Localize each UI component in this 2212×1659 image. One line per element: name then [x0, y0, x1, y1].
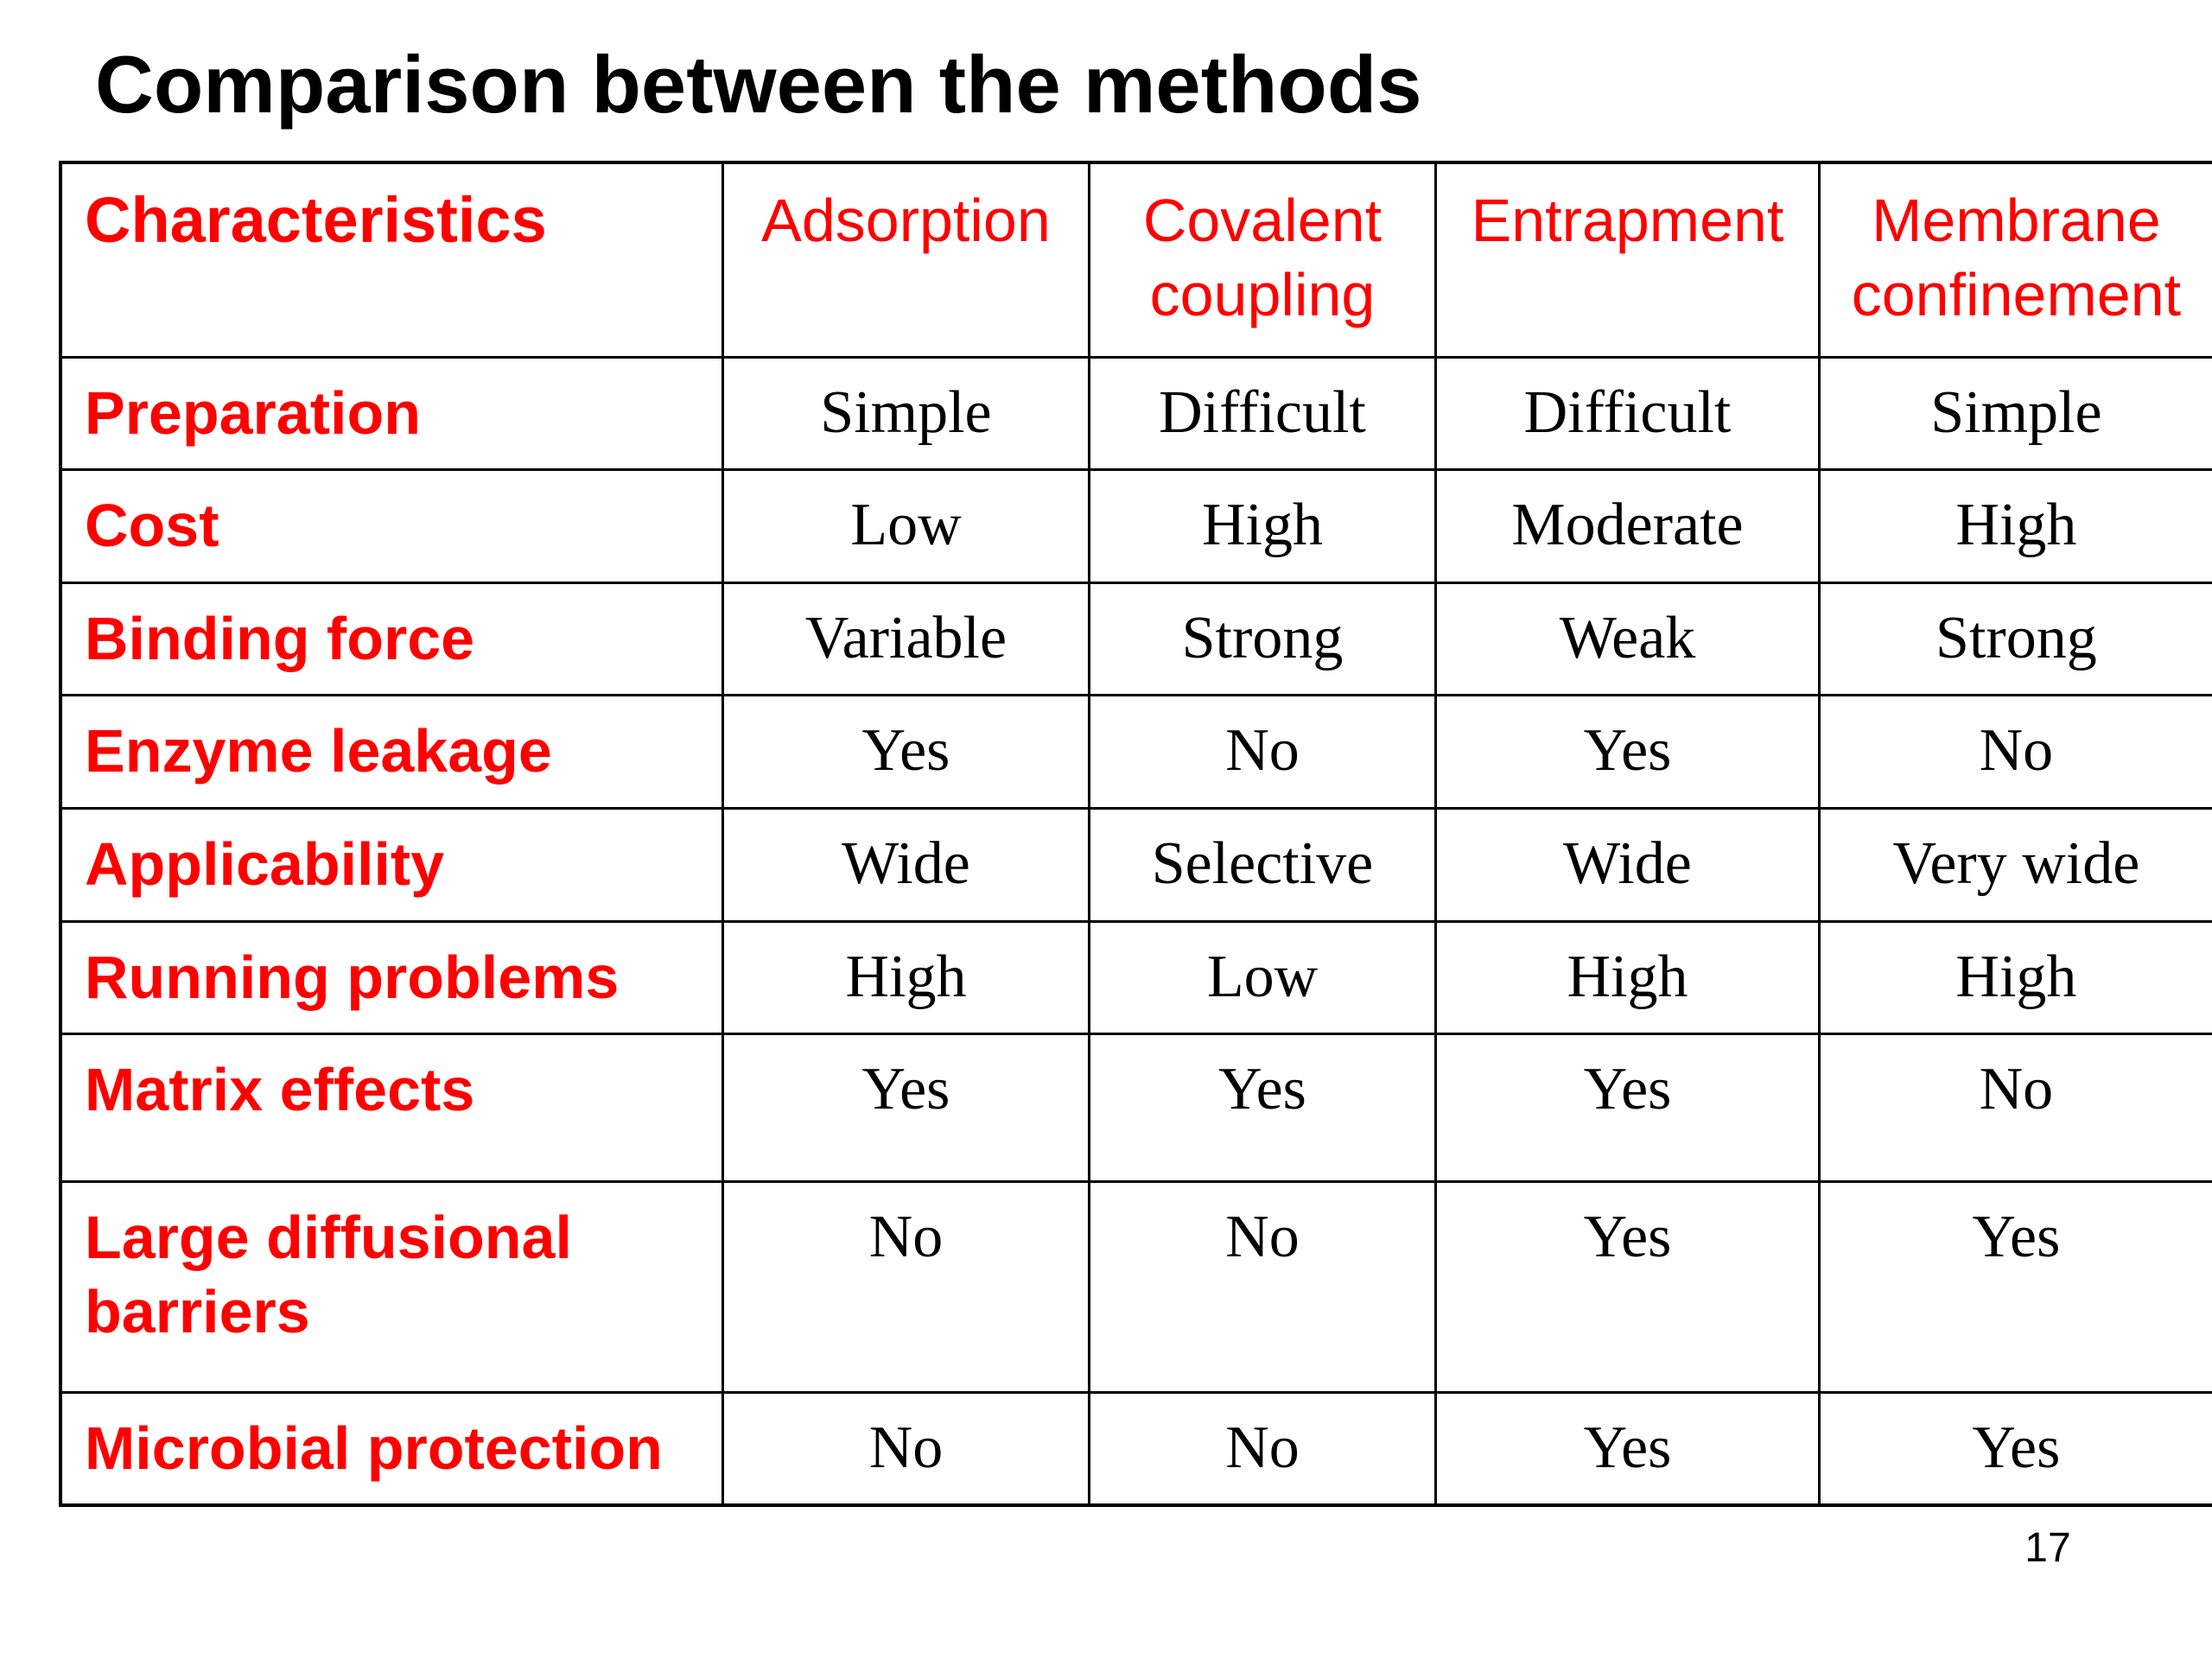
- table-cell: Difficult: [1434, 355, 1821, 471]
- comparison-table: Characteristics Adsorption Covalent coup…: [59, 161, 2212, 1507]
- table-cell: Weak: [1434, 581, 1821, 696]
- table-cell: No: [1817, 1032, 2212, 1183]
- table-header-row: Characteristics Adsorption Covalent coup…: [59, 161, 2212, 359]
- row-label-preparation: Preparation: [59, 355, 725, 471]
- table-cell: High: [1817, 919, 2212, 1035]
- table-cell: Low: [1087, 919, 1438, 1035]
- table-cell: High: [1434, 919, 1821, 1035]
- table-row: Applicability Wide Selective Wide Very w…: [59, 806, 2212, 923]
- row-label-applicability: Applicability: [59, 806, 725, 923]
- table-cell: Yes: [1087, 1032, 1438, 1183]
- table-cell: High: [721, 919, 1090, 1035]
- table-cell: No: [1817, 693, 2212, 810]
- table-cell: No: [1087, 1390, 1438, 1507]
- table-cell: Strong: [1817, 581, 2212, 696]
- header-covalent-coupling: Covalent coupling: [1087, 161, 1438, 359]
- table-cell: No: [1087, 693, 1438, 810]
- table-row: Running problems High Low High High: [59, 919, 2212, 1035]
- table-cell: Wide: [1434, 806, 1821, 923]
- table-cell: Yes: [1434, 693, 1821, 810]
- header-entrapment: Entrapment: [1434, 161, 1821, 359]
- table-cell: Difficult: [1087, 355, 1438, 471]
- table-row: Cost Low High Moderate High: [59, 467, 2212, 584]
- table-cell: Yes: [1434, 1179, 1821, 1394]
- table-cell: Selective: [1087, 806, 1438, 923]
- table-cell: Wide: [721, 806, 1090, 923]
- page-number: 17: [2024, 1525, 2071, 1571]
- table-row: Large diffusional barriers No No Yes Yes: [59, 1179, 2212, 1394]
- row-label-large-diffusional-barriers: Large diffusional barriers: [59, 1179, 725, 1394]
- table-cell: Low: [721, 467, 1090, 584]
- table-row: Preparation Simple Difficult Difficult S…: [59, 355, 2212, 471]
- table-cell: Moderate: [1434, 467, 1821, 584]
- table-cell: No: [721, 1179, 1090, 1394]
- table-cell: High: [1817, 467, 2212, 584]
- table-cell: Simple: [721, 355, 1090, 471]
- table-row: Binding force Variable Strong Weak Stron…: [59, 581, 2212, 696]
- header-membrane-confinement: Membrane confinement: [1817, 161, 2212, 359]
- row-label-running-problems: Running problems: [59, 919, 725, 1035]
- table-cell: Very wide: [1817, 806, 2212, 923]
- row-label-matrix-effects: Matrix effects: [59, 1032, 725, 1183]
- table-cell: Yes: [1817, 1179, 2212, 1394]
- row-label-cost: Cost: [59, 467, 725, 584]
- table-cell: High: [1087, 467, 1438, 584]
- table-cell: Yes: [1817, 1390, 2212, 1507]
- header-adsorption: Adsorption: [721, 161, 1090, 359]
- table-cell: Yes: [1434, 1032, 1821, 1183]
- table-row: Microbial protection No No Yes Yes: [59, 1390, 2212, 1507]
- row-label-microbial-protection: Microbial protection: [59, 1390, 725, 1507]
- table-cell: Yes: [721, 693, 1090, 810]
- header-characteristics: Characteristics: [59, 161, 725, 359]
- slide-title: Comparison between the methods: [95, 39, 1422, 130]
- table-row: Matrix effects Yes Yes Yes No: [59, 1032, 2212, 1183]
- table-cell: Strong: [1087, 581, 1438, 696]
- table-cell: No: [1087, 1179, 1438, 1394]
- table-cell: No: [721, 1390, 1090, 1507]
- table-cell: Simple: [1817, 355, 2212, 471]
- table-cell: Yes: [721, 1032, 1090, 1183]
- table-cell: Yes: [1434, 1390, 1821, 1507]
- table-row: Enzyme leakage Yes No Yes No: [59, 693, 2212, 810]
- row-label-enzyme-leakage: Enzyme leakage: [59, 693, 725, 810]
- table-cell: Variable: [721, 581, 1090, 696]
- row-label-binding-force: Binding force: [59, 581, 725, 696]
